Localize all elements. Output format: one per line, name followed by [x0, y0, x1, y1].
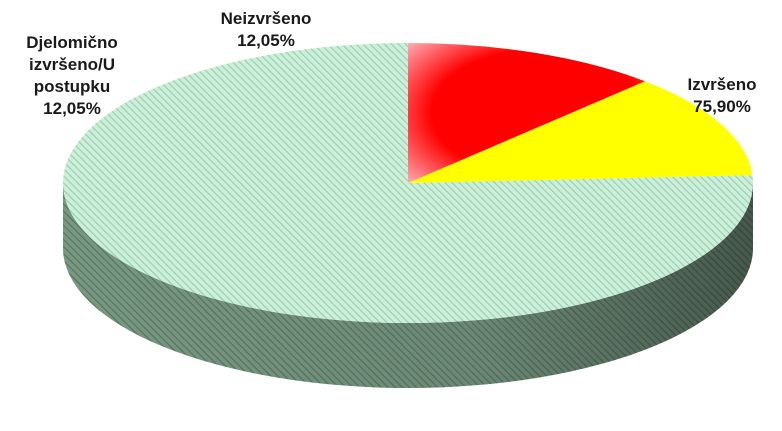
slice-label-line: Izvršeno — [688, 75, 757, 94]
pie-label-layer: Izvršeno 75,90% Djelomično izvršeno/U postup… — [26, 9, 756, 118]
slice-percent: 12,05% — [43, 99, 101, 118]
pie-slice-djelomicno-izvrseno-u-postupku — [408, 81, 753, 183]
slice-label-djelomicno-izvrseno-u-postupku: Djelomično izvršeno/U postupku 12,05% — [26, 33, 118, 118]
slice-label-neizvrseno: Neizvršeno 12,05% — [221, 9, 312, 50]
slice-percent: 75,90% — [693, 97, 751, 116]
slice-percent: 12,05% — [237, 31, 295, 50]
slice-label-izvrseno: Izvršeno 75,90% — [688, 75, 757, 116]
pie-top-layer — [62, 43, 754, 323]
slice-label-line: izvršeno/U — [29, 55, 115, 74]
slice-label-line: Neizvršeno — [221, 9, 312, 28]
slice-label-line: postupku — [34, 77, 111, 96]
pie-slice-neizvrseno — [408, 43, 645, 183]
pie-side-shading — [63, 183, 753, 388]
slice-label-line: Djelomično — [26, 33, 118, 52]
pie-side-layer — [63, 183, 753, 388]
